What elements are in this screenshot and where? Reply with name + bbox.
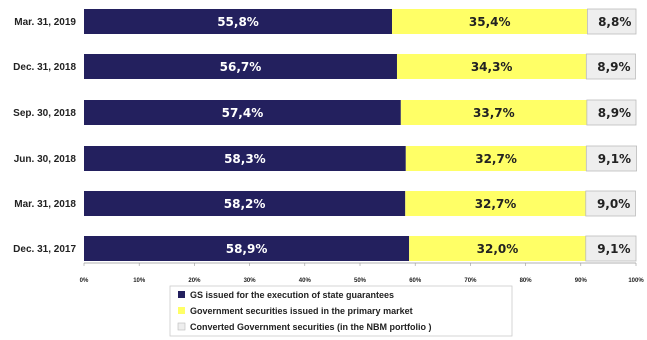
bar-segment (585, 235, 637, 262)
bar-segment (585, 53, 636, 80)
bar-row: Sep. 30, 2018 57,4% 33,7% 8,9% (13, 99, 637, 126)
bar-row: Dec. 31, 2017 58,9% 32,0% 9,1% (13, 235, 637, 262)
bars-layer: Mar. 31, 2019 55,8% 35,4% 8,8% Dec. 31, 2018… (13, 8, 637, 262)
bar-segment (409, 236, 586, 261)
legend-swatch (178, 307, 185, 314)
x-tick-label: 60% (409, 278, 422, 284)
data-label: 56,7% (220, 60, 262, 74)
bar-segment (405, 191, 586, 216)
bar-row: Dec. 31, 2018 56,7% 34,3% 8,9% (13, 53, 636, 80)
x-tick-label: 20% (188, 278, 201, 284)
bar-segment (84, 146, 406, 171)
bar-segment (586, 99, 637, 126)
legend: GS issued for the execution of state gua… (169, 285, 513, 337)
data-label: 57,4% (222, 106, 264, 120)
bar-row: Jun. 30, 2018 58,3% 32,7% 9,1% (14, 145, 637, 172)
legend-item: GS issued for the execution of state gua… (178, 290, 394, 300)
x-tick-label: 100% (628, 278, 644, 284)
bar-segment (392, 9, 588, 34)
bar-row: Mar. 31, 2019 55,8% 35,4% 8,8% (14, 8, 637, 35)
data-label: 32,7% (475, 197, 517, 211)
data-label: 8,9% (598, 106, 631, 120)
data-label: 9,1% (597, 242, 630, 256)
data-label: 58,2% (224, 197, 266, 211)
category-label: Dec. 31, 2017 (13, 244, 76, 255)
bar-row: Mar. 31, 2018 58,2% 32,7% 9,0% (14, 190, 636, 217)
x-tick-label: 70% (464, 278, 477, 284)
bar-segment (84, 236, 410, 261)
bar-segment (84, 191, 406, 216)
legend-label: Government securities issued in the prim… (190, 306, 413, 316)
legend-item: Converted Government securities (in the … (177, 322, 432, 332)
category-label: Jun. 30, 2018 (14, 154, 77, 165)
x-tick-label: 40% (299, 278, 312, 284)
bar-segment (405, 146, 587, 171)
bar-segment (84, 100, 401, 125)
data-label: 33,7% (473, 106, 515, 120)
x-tick-label: 90% (575, 278, 588, 284)
data-label: 58,9% (226, 242, 268, 256)
data-label: 8,8% (598, 15, 631, 29)
x-tick-label: 10% (133, 278, 146, 284)
x-tick-label: 30% (244, 278, 257, 284)
category-label: Mar. 31, 2018 (14, 199, 76, 210)
bar-segment (585, 145, 637, 172)
bar-segment (84, 9, 393, 34)
data-label: 35,4% (469, 15, 511, 29)
data-label: 55,8% (217, 15, 259, 29)
legend-frame (169, 285, 513, 337)
bar-segment (585, 190, 636, 217)
bar-segment (396, 54, 587, 79)
bar-segment (400, 100, 587, 125)
data-label: 9,0% (597, 197, 630, 211)
data-label: 34,3% (471, 60, 513, 74)
x-tick-label: 0% (80, 278, 89, 284)
legend-swatch (178, 291, 185, 298)
legend-label: Converted Government securities (in the … (190, 322, 432, 332)
legend-label: GS issued for the execution of state gua… (190, 290, 394, 300)
data-label: 58,3% (224, 152, 266, 166)
x-tick-label: 80% (520, 278, 533, 284)
bar-segment (587, 8, 637, 35)
legend-item: Government securities issued in the prim… (178, 306, 413, 316)
data-label: 32,7% (475, 152, 517, 166)
data-label: 9,1% (598, 152, 631, 166)
legend-swatch (177, 322, 186, 331)
x-tick-label: 50% (354, 278, 367, 284)
x-axis: 0% 10% 20% 30% 40% 50% 60% 70% 80% 90% 100% (80, 262, 644, 284)
category-label: Dec. 31, 2018 (13, 62, 76, 73)
category-label: Mar. 31, 2019 (14, 17, 76, 28)
data-label: 8,9% (597, 60, 630, 74)
bar-segment (84, 54, 397, 79)
data-label: 32,0% (477, 242, 519, 256)
category-label: Sep. 30, 2018 (13, 108, 76, 119)
